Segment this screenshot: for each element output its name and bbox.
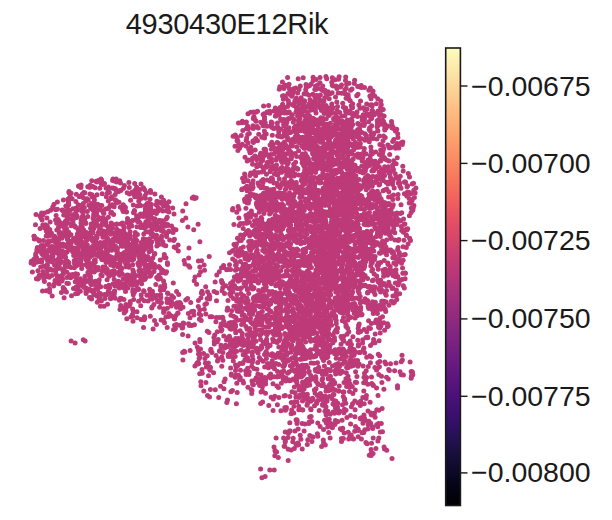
svg-text:−0.00700: −0.00700 xyxy=(471,147,591,179)
svg-text:−0.00750: −0.00750 xyxy=(471,302,591,334)
svg-text:−0.00800: −0.00800 xyxy=(471,456,591,488)
svg-text:−0.00725: −0.00725 xyxy=(471,224,591,256)
svg-text:−0.00775: −0.00775 xyxy=(471,380,591,412)
svg-text:−0.00675: −0.00675 xyxy=(471,70,591,102)
